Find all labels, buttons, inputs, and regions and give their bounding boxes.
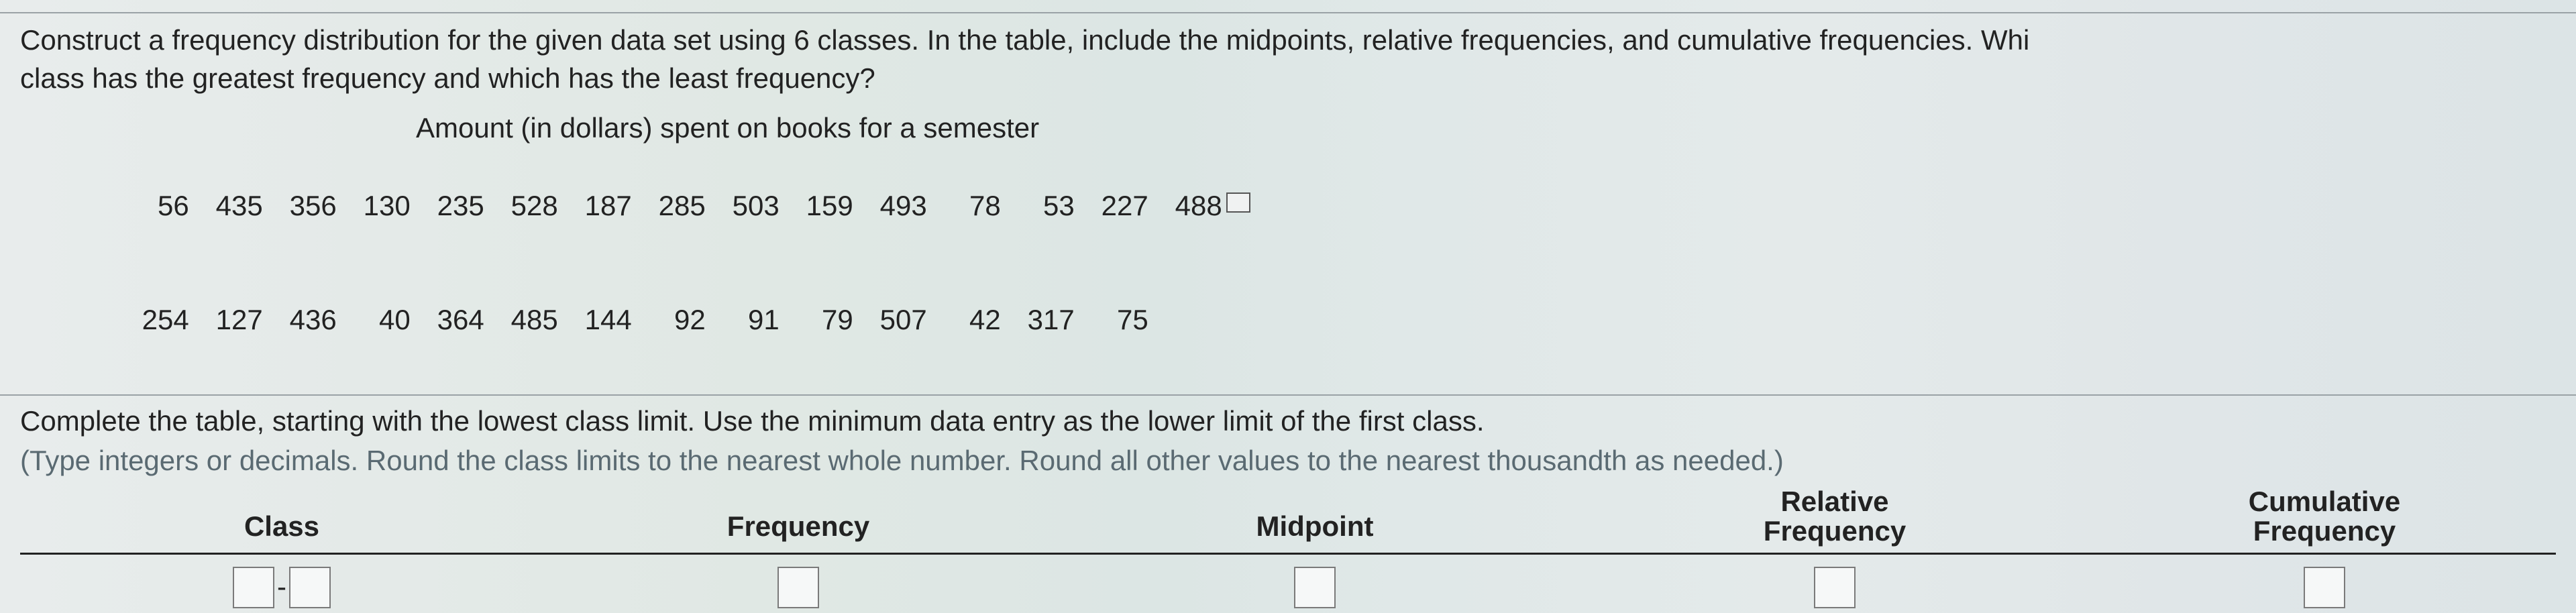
data-value: 159 <box>780 187 853 225</box>
frequency-table: Class Frequency Midpoint Relative Freque… <box>20 486 2556 608</box>
header-relf-line2: Frequency <box>1764 515 1906 547</box>
data-value: 40 <box>337 301 411 339</box>
data-value: 127 <box>189 301 263 339</box>
data-value: 75 <box>1075 301 1148 339</box>
data-value: 79 <box>780 301 853 339</box>
data-value: 235 <box>411 187 484 225</box>
data-value: 91 <box>706 301 780 339</box>
header-cumf-line2: Frequency <box>2253 515 2396 547</box>
dataset-row-2: 254127436403644851449291795074231775 <box>84 263 2556 377</box>
data-value: 227 <box>1075 187 1148 225</box>
data-value: 488 <box>1148 187 1222 225</box>
data-value: 485 <box>484 301 558 339</box>
data-value: 144 <box>558 301 632 339</box>
header-cumf-line1: Cumulative <box>2249 486 2400 517</box>
data-value: 285 <box>632 187 706 225</box>
data-value: 42 <box>927 301 1001 339</box>
data-value: 436 <box>263 301 337 339</box>
midpoint-input[interactable] <box>1294 567 1336 608</box>
cell-class: - <box>20 553 543 608</box>
data-value: 507 <box>853 301 927 339</box>
cell-midpoint <box>1053 553 1576 608</box>
header-cumulative-frequency: Cumulative Frequency <box>2093 486 2556 554</box>
table-header-row: Class Frequency Midpoint Relative Freque… <box>20 486 2556 554</box>
frequency-input[interactable] <box>777 567 819 608</box>
data-value: 493 <box>853 187 927 225</box>
top-divider <box>0 12 2576 13</box>
header-midpoint: Midpoint <box>1053 486 1576 554</box>
data-value: 187 <box>558 187 632 225</box>
data-value: 254 <box>115 301 189 339</box>
data-value: 364 <box>411 301 484 339</box>
data-value: 528 <box>484 187 558 225</box>
table-row: - <box>20 553 2556 608</box>
relative-frequency-input[interactable] <box>1814 567 1856 608</box>
class-dash: - <box>274 568 289 606</box>
data-value: 130 <box>337 187 411 225</box>
data-value: 92 <box>632 301 706 339</box>
data-value: 435 <box>189 187 263 225</box>
mid-divider <box>0 394 2576 396</box>
header-relf-line1: Relative <box>1780 486 1888 517</box>
dataset-row-1: 5643535613023552818728550315949378532274… <box>84 149 2556 263</box>
prompt-line-2: class has the greatest frequency and whi… <box>20 62 875 94</box>
question-prompt: Construct a frequency distribution for t… <box>20 21 2556 97</box>
data-value: 78 <box>927 187 1001 225</box>
dataset-values: 5643535613023552818728550315949378532274… <box>20 149 2556 377</box>
data-value: 53 <box>1001 187 1075 225</box>
data-value: 56 <box>115 187 189 225</box>
data-value: 356 <box>263 187 337 225</box>
cell-cumulative-frequency <box>2093 553 2556 608</box>
class-upper-input[interactable] <box>289 567 331 608</box>
cell-relative-frequency <box>1576 553 2093 608</box>
cell-frequency <box>543 553 1053 608</box>
instruction-line-2: (Type integers or decimals. Round the cl… <box>20 442 2556 480</box>
header-class: Class <box>20 486 543 554</box>
cumulative-frequency-input[interactable] <box>2304 567 2345 608</box>
header-relative-frequency: Relative Frequency <box>1576 486 2093 554</box>
prompt-line-1: Construct a frequency distribution for t… <box>20 24 2029 56</box>
copy-data-icon[interactable] <box>1226 192 1250 213</box>
dataset-title: Amount (in dollars) spent on books for a… <box>20 109 2556 148</box>
data-value: 503 <box>706 187 780 225</box>
header-frequency: Frequency <box>543 486 1053 554</box>
instruction-line-1: Complete the table, starting with the lo… <box>20 402 2556 441</box>
class-lower-input[interactable] <box>233 567 274 608</box>
data-value: 317 <box>1001 301 1075 339</box>
